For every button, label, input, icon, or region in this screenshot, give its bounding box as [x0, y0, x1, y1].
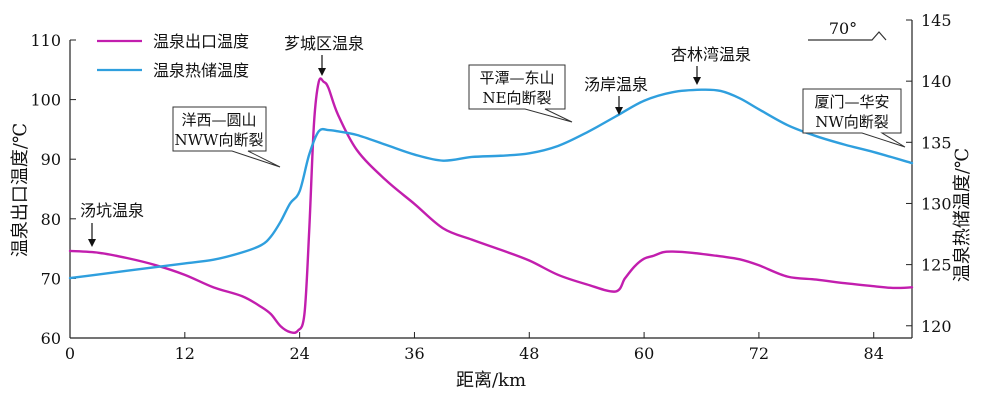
x-tick-label: 0	[65, 344, 75, 363]
callout-line-1: 厦门—华安	[814, 93, 889, 111]
left-y-axis-title: 温泉出口温度/℃	[10, 123, 31, 257]
callout-line-2: NE向断裂	[482, 89, 551, 107]
right-y-axis-title: 温泉热储温度/℃	[952, 148, 973, 282]
right-y-tick-label: 145	[921, 11, 952, 30]
annotation-label: 杏林湾温泉	[671, 45, 751, 64]
fault-callout-pingtan: 平潭—东山 NE向断裂	[468, 64, 573, 123]
x-tick-label: 60	[634, 344, 654, 363]
callout-line-2: NWW向断裂	[175, 131, 264, 149]
x-axis-title: 距离/km	[456, 370, 526, 391]
arrow-head-icon	[693, 77, 701, 85]
x-tick-label: 24	[289, 344, 309, 363]
axes	[69, 20, 913, 339]
left-y-tick-label: 60	[41, 329, 61, 348]
callout-line-2: NW向断裂	[815, 113, 889, 131]
x-tick-label: 84	[864, 344, 884, 363]
arrow-head-icon	[615, 107, 623, 115]
right-y-tick-label: 120	[921, 317, 952, 336]
callout-box	[172, 106, 281, 168]
annotation-tangan: 汤岸温泉	[584, 75, 648, 115]
annotation-label: 汤岸温泉	[584, 75, 648, 94]
callout-box	[802, 88, 906, 148]
x-tick-label: 72	[749, 344, 769, 363]
annotation-label: 芗城区温泉	[284, 34, 364, 53]
x-ticks: 0 12 24 36 48 60 72 84	[65, 332, 884, 363]
left-y-ticks: 60 70 80 90 100 110	[30, 31, 76, 348]
right-y-tick-label: 140	[921, 72, 952, 91]
callout-line-1: 平潭—东山	[479, 69, 554, 87]
left-y-tick-label: 110	[30, 31, 61, 50]
fault-callout-yangxi: 洋西—圆山 NWW向断裂	[172, 106, 281, 168]
annotation-xinglinwan: 杏林湾温泉	[671, 45, 751, 85]
series-line-reservoir-temperature	[68, 88, 914, 280]
legend-label-outlet: 温泉出口温度	[153, 32, 249, 51]
right-y-tick-label: 135	[921, 133, 952, 152]
left-y-tick-label: 80	[41, 210, 61, 229]
left-y-tick-label: 70	[41, 269, 61, 288]
left-y-tick-label: 90	[41, 150, 61, 169]
fault-callout-xiamen: 厦门—华安 NW向断裂	[802, 88, 906, 148]
legend: 温泉出口温度 温泉热储温度	[97, 32, 249, 80]
dip-icon	[808, 31, 887, 41]
right-y-ticks: 120 125 130 135 140 145	[906, 11, 952, 336]
right-y-tick-label: 130	[921, 194, 952, 213]
series-layer	[68, 77, 914, 335]
annotation-tangkeng: 汤坑温泉	[80, 201, 144, 247]
series-line-outlet-temperature	[68, 77, 914, 335]
x-tick-label: 48	[519, 344, 539, 363]
dip-symbol: 70°	[808, 19, 887, 41]
callout-box	[468, 64, 573, 123]
x-tick-label: 36	[404, 344, 424, 363]
dip-label: 70°	[829, 19, 857, 38]
arrow-head-icon	[88, 239, 96, 247]
right-y-tick-label: 125	[921, 256, 952, 275]
annotation-lucheng: 芗城区温泉	[284, 34, 364, 76]
annotation-label: 汤坑温泉	[80, 201, 144, 220]
callout-line-1: 洋西—圆山	[181, 111, 256, 129]
left-y-tick-label: 100	[30, 91, 61, 110]
arrow-head-icon	[318, 68, 326, 76]
x-tick-label: 12	[175, 344, 195, 363]
legend-label-reservoir: 温泉热储温度	[153, 61, 249, 80]
